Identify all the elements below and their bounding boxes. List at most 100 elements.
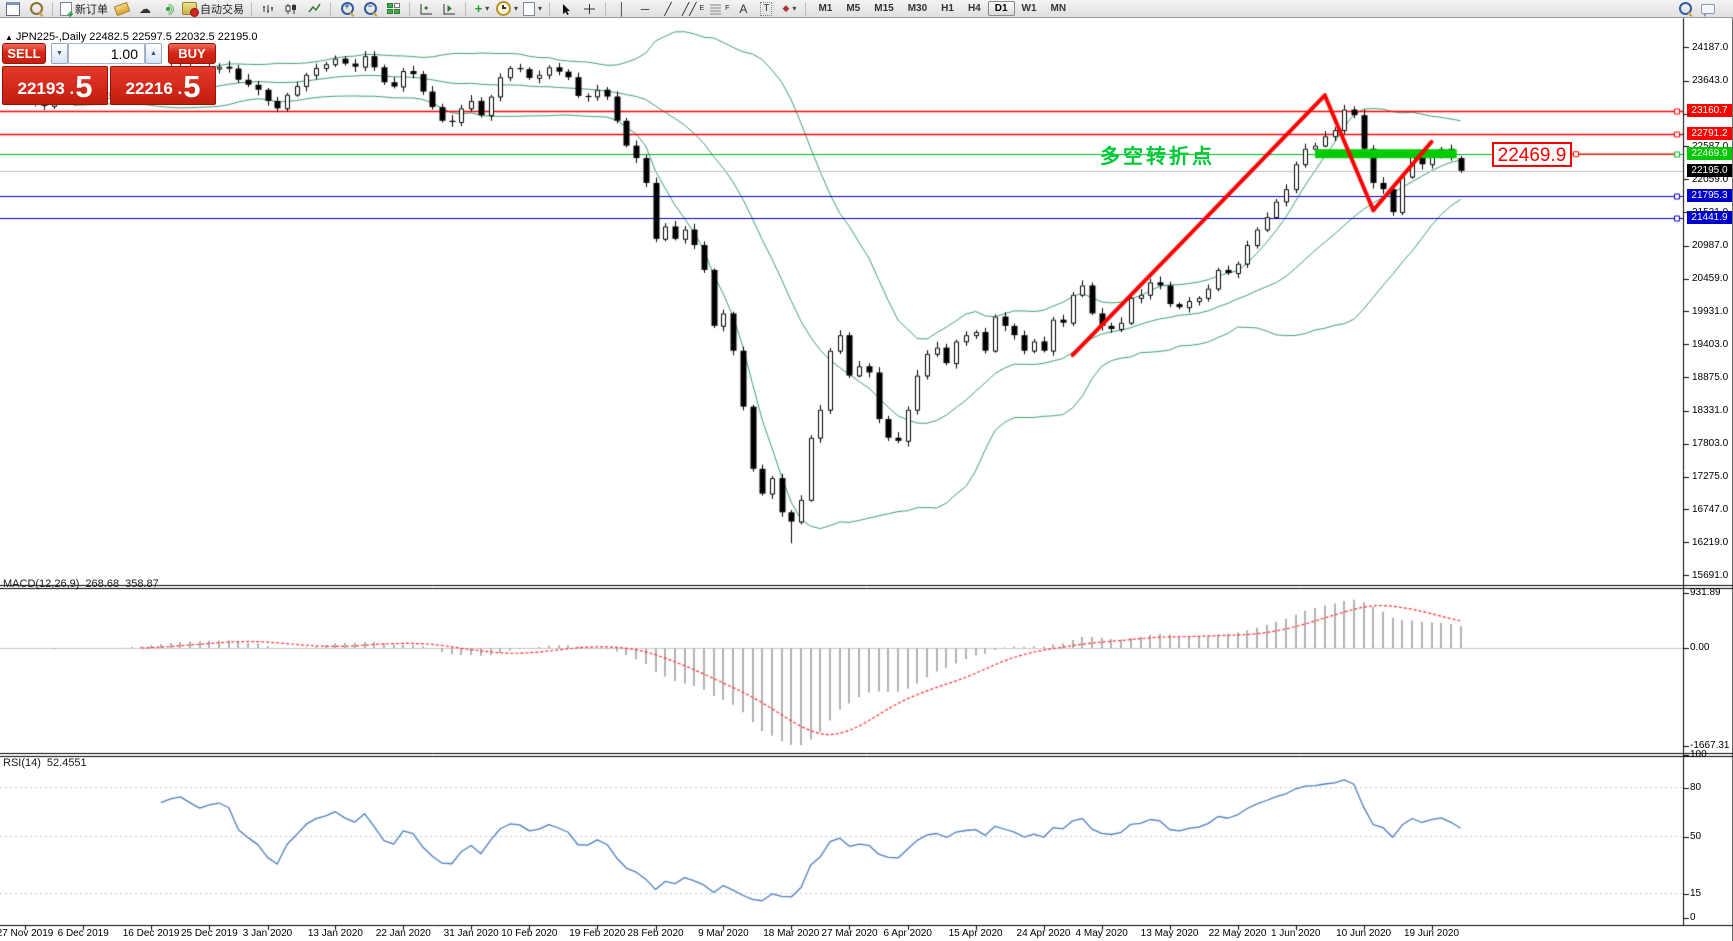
volume-input[interactable] [68,43,145,64]
periods-button[interactable]: ▾ [494,1,520,17]
signals-button[interactable] [157,1,179,17]
fibonacci-button[interactable]: F [707,1,731,17]
timeframe-button-h1[interactable]: H1 [941,3,954,14]
chart-window-button[interactable] [2,1,24,17]
main-toolbar: + 新订单 ☁ 自动交易 + − + ▾ ▾ ▾ │ ─ ╱ ╱╱ E F A [0,0,1733,20]
text-icon: A [739,1,748,16]
auto-trading-icon [182,2,199,17]
timeframe-button-m30[interactable]: M30 [907,3,928,14]
candlestick-chart-button[interactable] [280,1,302,17]
buy-button[interactable]: BUY [168,43,216,64]
one-click-trading-panel: SELL ▼ ▲ BUY 22193 .5 22216 .5 [2,43,216,105]
auto-scroll-icon [420,3,432,14]
zoom-out-button[interactable]: − [359,1,381,17]
toolbar-separator [251,1,252,16]
trendline-icon: ╱ [664,1,672,16]
sell-button[interactable]: SELL [2,43,46,64]
channel-icon: ╱╱ [682,1,697,16]
crosshair-icon [583,3,595,14]
chart-shift-icon [443,3,455,14]
chart-window-icon [6,1,20,16]
chat-button[interactable] [1697,1,1719,17]
volume-decrease-stepper[interactable]: ▼ [51,43,68,64]
eraser-button[interactable] [111,1,133,17]
market-watch-button[interactable] [25,1,47,17]
timeframe-button-d1[interactable]: D1 [987,1,1015,16]
symbol-ohlc-text: JPN225-,Daily 22482.5 22597.5 22032.5 22… [15,31,258,43]
timeframe-button-mn[interactable]: MN [1050,3,1067,14]
auto-scroll-button[interactable] [415,1,437,17]
new-order-button[interactable]: + 新订单 [58,1,110,20]
horizontal-line-icon: ─ [640,1,650,16]
triangle-up-icon: ▲ [150,50,157,57]
triangle-down-icon: ▼ [56,50,63,57]
timeframe-button-h4[interactable]: H4 [967,3,981,14]
horizontal-line-button[interactable]: ─ [634,1,656,17]
sell-price: 22193 . [17,79,75,98]
buy-price-pips: 5 [183,69,201,104]
toolbar-separator [605,1,607,16]
crosshair-button[interactable] [578,1,600,17]
candlestick-chart-icon [285,3,296,14]
tile-windows-button[interactable] [382,1,404,17]
channel-badge: E [699,5,705,12]
chevron-down-icon: ▾ [538,4,543,13]
cursor-button[interactable] [555,1,577,17]
text-label-button[interactable]: T [755,1,777,17]
toolbar-separator [409,1,410,16]
sell-price-pips: 5 [75,69,93,104]
eraser-icon [113,1,131,16]
indicators-plus-icon: + [474,1,483,16]
price-callout-label[interactable]: 22469.9 [1492,141,1572,167]
bar-chart-icon [262,4,273,13]
zoom-out-icon: − [363,1,377,15]
vertical-line-button[interactable]: │ [611,1,633,17]
zoom-in-button[interactable]: + [336,1,358,17]
community-button[interactable]: ☁ [134,1,156,17]
indicators-button[interactable]: + ▾ [471,1,493,17]
text-button[interactable]: A [732,1,754,17]
bar-chart-button[interactable] [257,1,279,17]
trendline-button[interactable]: ╱ [657,1,679,17]
text-label-icon: T [760,1,773,16]
chevron-down-icon: ▾ [514,4,519,13]
template-icon [523,1,536,16]
timeframe-button-m15[interactable]: M15 [874,3,894,14]
channel-button[interactable]: ╱╱ E [680,1,706,17]
sell-price-box[interactable]: 22193 .5 [2,66,108,105]
zoom-in-icon: + [340,1,354,15]
vertical-line-icon: │ [618,1,626,16]
cursor-icon [562,3,570,15]
chart-shift-button[interactable] [438,1,460,17]
rsi-label: RSI(14) 52.4551 [3,757,93,769]
templates-button[interactable]: ▾ [521,1,544,17]
chevron-down-icon: ▾ [792,4,797,13]
tile-windows-icon [386,3,400,14]
toolbar-separator [52,1,53,16]
timeframe-button-w1[interactable]: W1 [1021,3,1037,14]
fibonacci-badge: F [725,5,730,12]
auto-trading-button[interactable]: 自动交易 [180,1,246,17]
macd-name: MACD(12,26,9) [3,578,80,590]
chevron-down-icon: ▾ [485,4,490,13]
search-icon [1678,2,1692,15]
chart-title: ▲ JPN225-,Daily 22482.5 22597.5 22032.5 2… [5,31,258,43]
new-order-icon: + [60,1,73,20]
arrows-button[interactable]: ◆ ▾ [778,1,800,17]
cloud-icon: ☁ [139,1,151,16]
toolbar-separator [465,1,466,16]
macd-signal-value: 358.87 [125,578,159,590]
buy-price-box[interactable]: 22216 .5 [110,66,216,105]
timeframe-button-m1[interactable]: M1 [818,3,833,14]
signals-icon [162,3,174,15]
search-button[interactable] [1674,1,1696,17]
symbol-arrow-icon: ▲ [5,33,13,42]
timeframe-button-m5[interactable]: M5 [846,3,861,14]
line-chart-button[interactable] [303,1,325,17]
timeframe-bar: M1 M5 M15 M30 H1 H4 D1 W1 MN [811,1,1073,16]
new-order-label: 新订单 [75,3,108,16]
volume-increase-stepper[interactable]: ▲ [145,43,162,64]
rsi-name: RSI(14) [3,757,41,769]
